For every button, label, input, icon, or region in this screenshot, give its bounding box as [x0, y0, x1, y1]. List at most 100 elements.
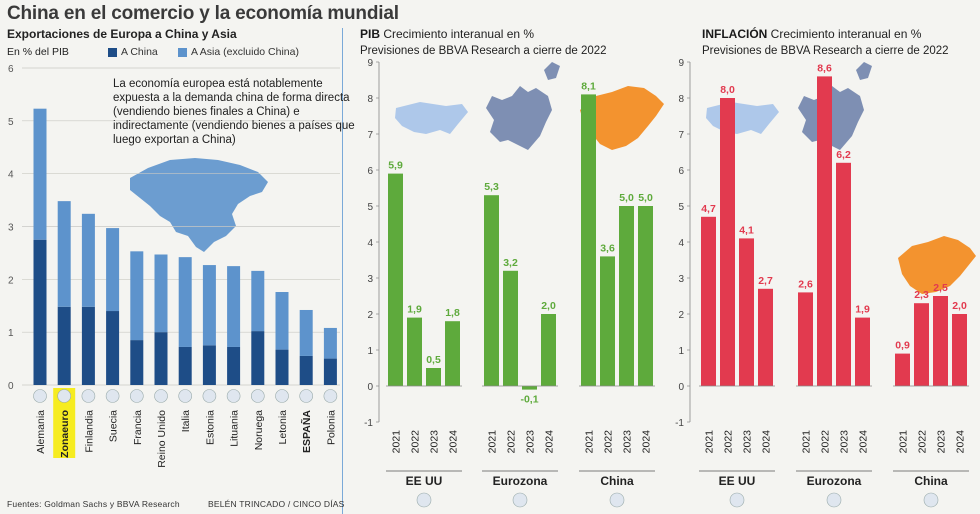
exports-heading: Exportaciones de Europa a China y Asia — [7, 27, 237, 41]
pib-x-label-china-2023: 2023 — [622, 430, 634, 454]
inf-y-tick-7: 7 — [678, 130, 684, 141]
pib-subheading: Previsiones de BBVA Research a cierre de… — [360, 45, 607, 57]
inf-y-tick--1: -1 — [675, 418, 684, 429]
pib-heading: PIB Crecimiento interanual en % — [360, 27, 534, 41]
category-label-finlandia: Finlandia — [83, 410, 95, 453]
inf-x-label-ee-uu-2023: 2023 — [742, 430, 754, 454]
inf-y-tick-4: 4 — [678, 238, 684, 249]
inf-bar-china-2023 — [933, 296, 948, 386]
inf-value-label-china-2024: 2,0 — [952, 300, 967, 312]
pib-x-label-china-2021: 2021 — [584, 430, 596, 454]
pib-value-label-china-2023: 5,0 — [619, 192, 634, 204]
pib-y-tick-4: 4 — [367, 238, 373, 249]
inf-y-tick-0: 0 — [678, 382, 684, 393]
bar-asia-finlandia — [81, 213, 95, 307]
inf-x-label-eurozona-2023: 2023 — [839, 430, 851, 454]
y-tick-1: 1 — [8, 328, 14, 339]
inf-bar-ee-uu-2021 — [701, 216, 716, 386]
pib-y-tick-1: 1 — [367, 346, 373, 357]
pib-value-label-eurozona-2024: 2,0 — [541, 300, 556, 312]
pib-value-label-ee-uu-2023: 0,5 — [426, 354, 441, 366]
inf-bar-china-2021 — [895, 353, 910, 386]
bar-asia-estonia — [202, 265, 216, 346]
pib-bar-ee-uu-2024 — [445, 321, 460, 386]
pib-bar-china-2024 — [638, 206, 653, 386]
inf-value-label-china-2023: 2,5 — [933, 282, 948, 294]
pib-y-tick-0: 0 — [367, 382, 373, 393]
exports-unit: En % del PIB — [7, 46, 69, 58]
inf-bar-ee-uu-2024 — [758, 288, 773, 386]
inf-bar-china-2022 — [914, 303, 929, 386]
inf-bar-ee-uu-2023 — [739, 238, 754, 386]
inf-bar-eurozona-2022 — [817, 76, 832, 387]
inf-flag-icon-eurozona — [826, 492, 842, 508]
inf-heading-rest: Crecimiento interanual en % — [767, 27, 922, 41]
bar-china-lituania — [227, 346, 241, 385]
pib-x-label-eurozona-2024: 2024 — [544, 430, 556, 454]
bar-asia-reino-unido — [154, 254, 168, 333]
inf-y-tick-1: 1 — [678, 346, 684, 357]
bar-asia-lituania — [227, 266, 241, 347]
legend-asia: A Asia (excluido China) — [178, 46, 299, 58]
category-label-zonaeuro: Zonaeuro — [59, 410, 71, 458]
inf-flag-icon-china — [923, 492, 939, 508]
pib-bar-china-2023 — [619, 206, 634, 386]
inf-x-label-china-2022: 2022 — [917, 430, 929, 454]
bar-china-italia — [178, 346, 192, 385]
inf-value-label-eurozona-2023: 6,2 — [836, 149, 851, 161]
pib-y-tick-6: 6 — [367, 166, 373, 177]
bar-asia-italia — [178, 257, 192, 347]
pib-y-tick-3: 3 — [367, 274, 373, 285]
flag-icon-españa — [299, 389, 314, 403]
bar-asia-zonaeuro — [57, 201, 71, 307]
inf-value-label-ee-uu-2024: 2,7 — [758, 275, 773, 287]
pib-y-tick-7: 7 — [367, 130, 373, 141]
pib-bar-eurozona-2022 — [503, 270, 518, 386]
flag-icon-noruega — [250, 389, 265, 403]
y-tick-6: 6 — [8, 64, 14, 75]
pib-bar-eurozona-2023 — [522, 386, 537, 390]
inf-group-label-ee-uu: EE UU — [719, 474, 756, 488]
pib-y-tick-9: 9 — [367, 58, 373, 69]
inf-value-label-ee-uu-2023: 4,1 — [739, 224, 754, 236]
bar-asia-noruega — [251, 270, 265, 332]
pib-y-tick-8: 8 — [367, 94, 373, 105]
bar-china-noruega — [251, 331, 265, 385]
pib-x-label-eurozona-2023: 2023 — [525, 430, 537, 454]
pib-x-label-ee-uu-2023: 2023 — [429, 430, 441, 454]
bar-china-reino-unido — [154, 332, 168, 385]
bar-china-letonia — [275, 349, 289, 385]
flag-icon-finlandia — [81, 389, 96, 403]
china-map-icon — [580, 86, 976, 294]
inf-y-tick-8: 8 — [678, 94, 684, 105]
pib-value-label-ee-uu-2022: 1,9 — [407, 304, 422, 316]
pib-group-label-ee-uu: EE UU — [406, 474, 443, 488]
pib-value-label-eurozona-2022: 3,2 — [503, 257, 518, 269]
category-label-noruega: Noruega — [253, 410, 265, 450]
category-label-españa: ESPAÑA — [300, 410, 313, 453]
category-label-italia: Italia — [180, 410, 192, 432]
inf-bar-china-2024 — [952, 314, 967, 386]
category-label-estonia: Estonia — [204, 410, 216, 445]
legend-asia-swatch — [178, 47, 187, 57]
inf-y-tick-9: 9 — [678, 58, 684, 69]
y-tick-2: 2 — [8, 275, 14, 286]
inf-x-label-china-2023: 2023 — [936, 430, 948, 454]
pib-heading-bold: PIB — [360, 27, 381, 41]
inf-bar-ee-uu-2022 — [720, 98, 735, 386]
bar-china-finlandia — [81, 306, 95, 385]
inf-x-label-china-2021: 2021 — [898, 430, 910, 454]
bar-china-suecia — [106, 311, 120, 385]
pib-value-label-china-2022: 3,6 — [600, 242, 615, 254]
inf-subheading: Previsiones de BBVA Research a cierre de… — [702, 45, 949, 57]
inf-value-label-ee-uu-2022: 8,0 — [720, 84, 735, 96]
inf-heading-bold: INFLACIÓN — [702, 27, 768, 41]
pib-x-label-china-2024: 2024 — [641, 430, 653, 454]
flag-icon-letonia — [275, 389, 289, 403]
pib-bar-china-2021 — [581, 94, 596, 387]
pib-y-tick-2: 2 — [367, 310, 373, 321]
inf-bar-eurozona-2023 — [836, 162, 851, 386]
panel-divider — [342, 28, 343, 514]
legend-asia-label: A Asia (excluido China) — [191, 46, 299, 58]
bar-china-francia — [130, 340, 144, 385]
